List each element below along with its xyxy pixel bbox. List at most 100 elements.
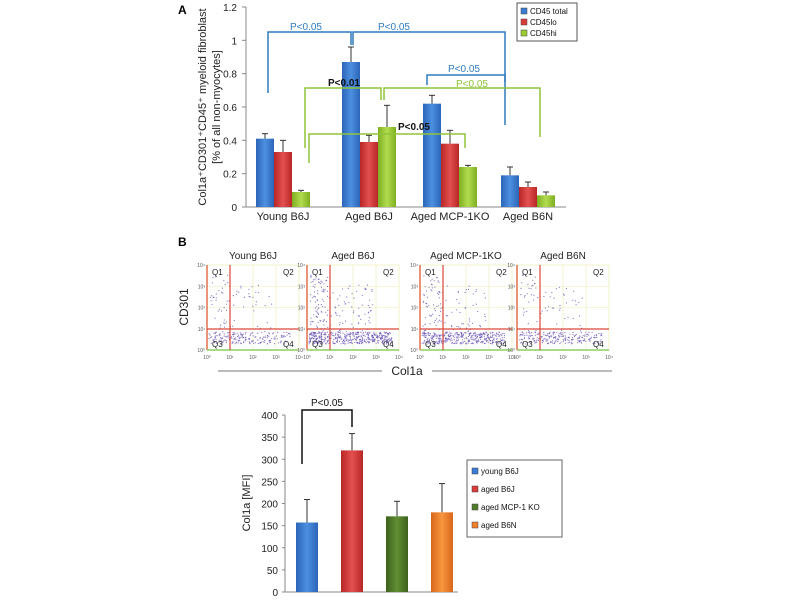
flow-event-dot (523, 337, 526, 339)
flow-event-dot (469, 320, 471, 322)
flow-event-dot (208, 333, 210, 335)
flow-event-dot (562, 339, 565, 341)
flow-event-dot (270, 327, 272, 329)
flow-event-dot (438, 334, 440, 336)
flow-event-dot (368, 320, 370, 322)
flow-event-dot (324, 336, 326, 338)
flow-event-dot (321, 338, 323, 340)
flow-event-dot (498, 342, 500, 344)
flow-event-dot (522, 314, 525, 316)
flow-event-dot (325, 332, 327, 334)
flow-event-dot (470, 332, 472, 334)
panel-a-label: A (178, 3, 187, 17)
flow-event-dot (218, 341, 220, 343)
flow-event-dot (479, 332, 481, 334)
flow-event-dot (346, 333, 348, 335)
flow-event-dot (571, 336, 574, 339)
flow-event-dot (317, 337, 319, 339)
flow-event-dot (534, 282, 536, 285)
flow-event-dot (501, 336, 503, 338)
flow-event-dot (280, 340, 282, 342)
flow-event-dot (314, 286, 316, 288)
flow-event-dot (358, 284, 360, 286)
y-tick-label: 1.2 (223, 3, 237, 14)
flow-event-dot (358, 336, 360, 338)
flow-event-dot (365, 288, 367, 290)
y-tick-label: 0.2 (223, 170, 237, 181)
flow-event-dot (266, 343, 268, 345)
x-tick-label: Young B6J (257, 211, 310, 223)
flow-event-dot (311, 331, 313, 333)
flow-event-dot (525, 343, 527, 345)
flow-event-dot (428, 342, 430, 344)
flow-event-dot (445, 331, 447, 333)
legend-label: aged B6J (481, 485, 515, 494)
flow-event-dot (465, 343, 467, 345)
flow-event-dot (354, 341, 356, 344)
flow-event-dot (347, 342, 349, 344)
flow-event-dot (377, 342, 379, 344)
flow-event-dot (280, 336, 282, 338)
flow-event-dot (574, 334, 577, 336)
flow-event-dot (437, 335, 439, 337)
flow-event-dot (452, 334, 454, 336)
flow-event-dot (562, 332, 564, 334)
y-tick-label: 0.8 (223, 70, 237, 81)
flow-event-dot (460, 335, 462, 338)
flow-event-dot (556, 339, 558, 341)
flow-event-dot (553, 332, 556, 334)
flow-event-dot (231, 337, 233, 339)
quadrant-label: Q3 (425, 340, 436, 349)
flow-event-dot (581, 297, 583, 299)
flow-event-dot (321, 290, 323, 292)
flow-event-dot (580, 340, 582, 342)
flow-event-dot (564, 339, 566, 342)
flow-event-dot (312, 285, 314, 287)
flow-event-dot (217, 310, 219, 312)
flow-event-dot (312, 337, 314, 339)
flow-event-dot (430, 315, 432, 317)
flow-event-dot (493, 334, 495, 336)
flow-event-dot (212, 339, 214, 341)
flow-event-dot (309, 339, 311, 342)
flow-event-dot (438, 315, 441, 317)
flow-event-dot (332, 342, 334, 344)
flow-event-dot (385, 339, 387, 341)
flow-event-dot (567, 342, 569, 344)
flow-event-dot (276, 338, 278, 340)
flow-event-dot (219, 327, 221, 329)
flow-event-dot (449, 331, 451, 333)
flow-event-dot (570, 343, 573, 345)
flow-event-dot (314, 283, 316, 285)
flow-event-dot (425, 329, 427, 331)
flow-event-dot (364, 335, 366, 337)
flow-event-dot (311, 321, 313, 323)
flow-event-dot (549, 331, 551, 333)
flow-event-dot (521, 331, 523, 333)
flow-event-dot (347, 287, 349, 289)
flow-event-dot (528, 287, 530, 289)
flow-event-dot (551, 341, 553, 343)
flow-event-dot (285, 341, 287, 343)
flow-event-dot (553, 336, 556, 338)
flow-event-dot (423, 333, 425, 335)
flow-event-dot (339, 295, 341, 297)
flow-event-dot (547, 339, 549, 341)
flow-event-dot (226, 300, 228, 302)
flow-x-axis-label: Col1a (391, 364, 423, 378)
flow-event-dot (588, 331, 590, 333)
flow-event-dot (271, 303, 273, 305)
flow-event-dot (367, 342, 370, 344)
flow-event-dot (436, 334, 438, 336)
flow-event-dot (526, 332, 528, 334)
flow-event-dot (324, 306, 326, 308)
flow-event-dot (440, 339, 442, 341)
flow-event-dot (223, 319, 225, 321)
flow-x-tick-label: 10² (559, 355, 567, 361)
flow-event-dot (438, 341, 440, 343)
flow-event-dot (349, 335, 351, 337)
flow-event-dot (312, 335, 314, 337)
flow-event-dot (223, 339, 225, 342)
flow-event-dot (361, 294, 363, 296)
y-tick-label: 1 (231, 36, 237, 47)
